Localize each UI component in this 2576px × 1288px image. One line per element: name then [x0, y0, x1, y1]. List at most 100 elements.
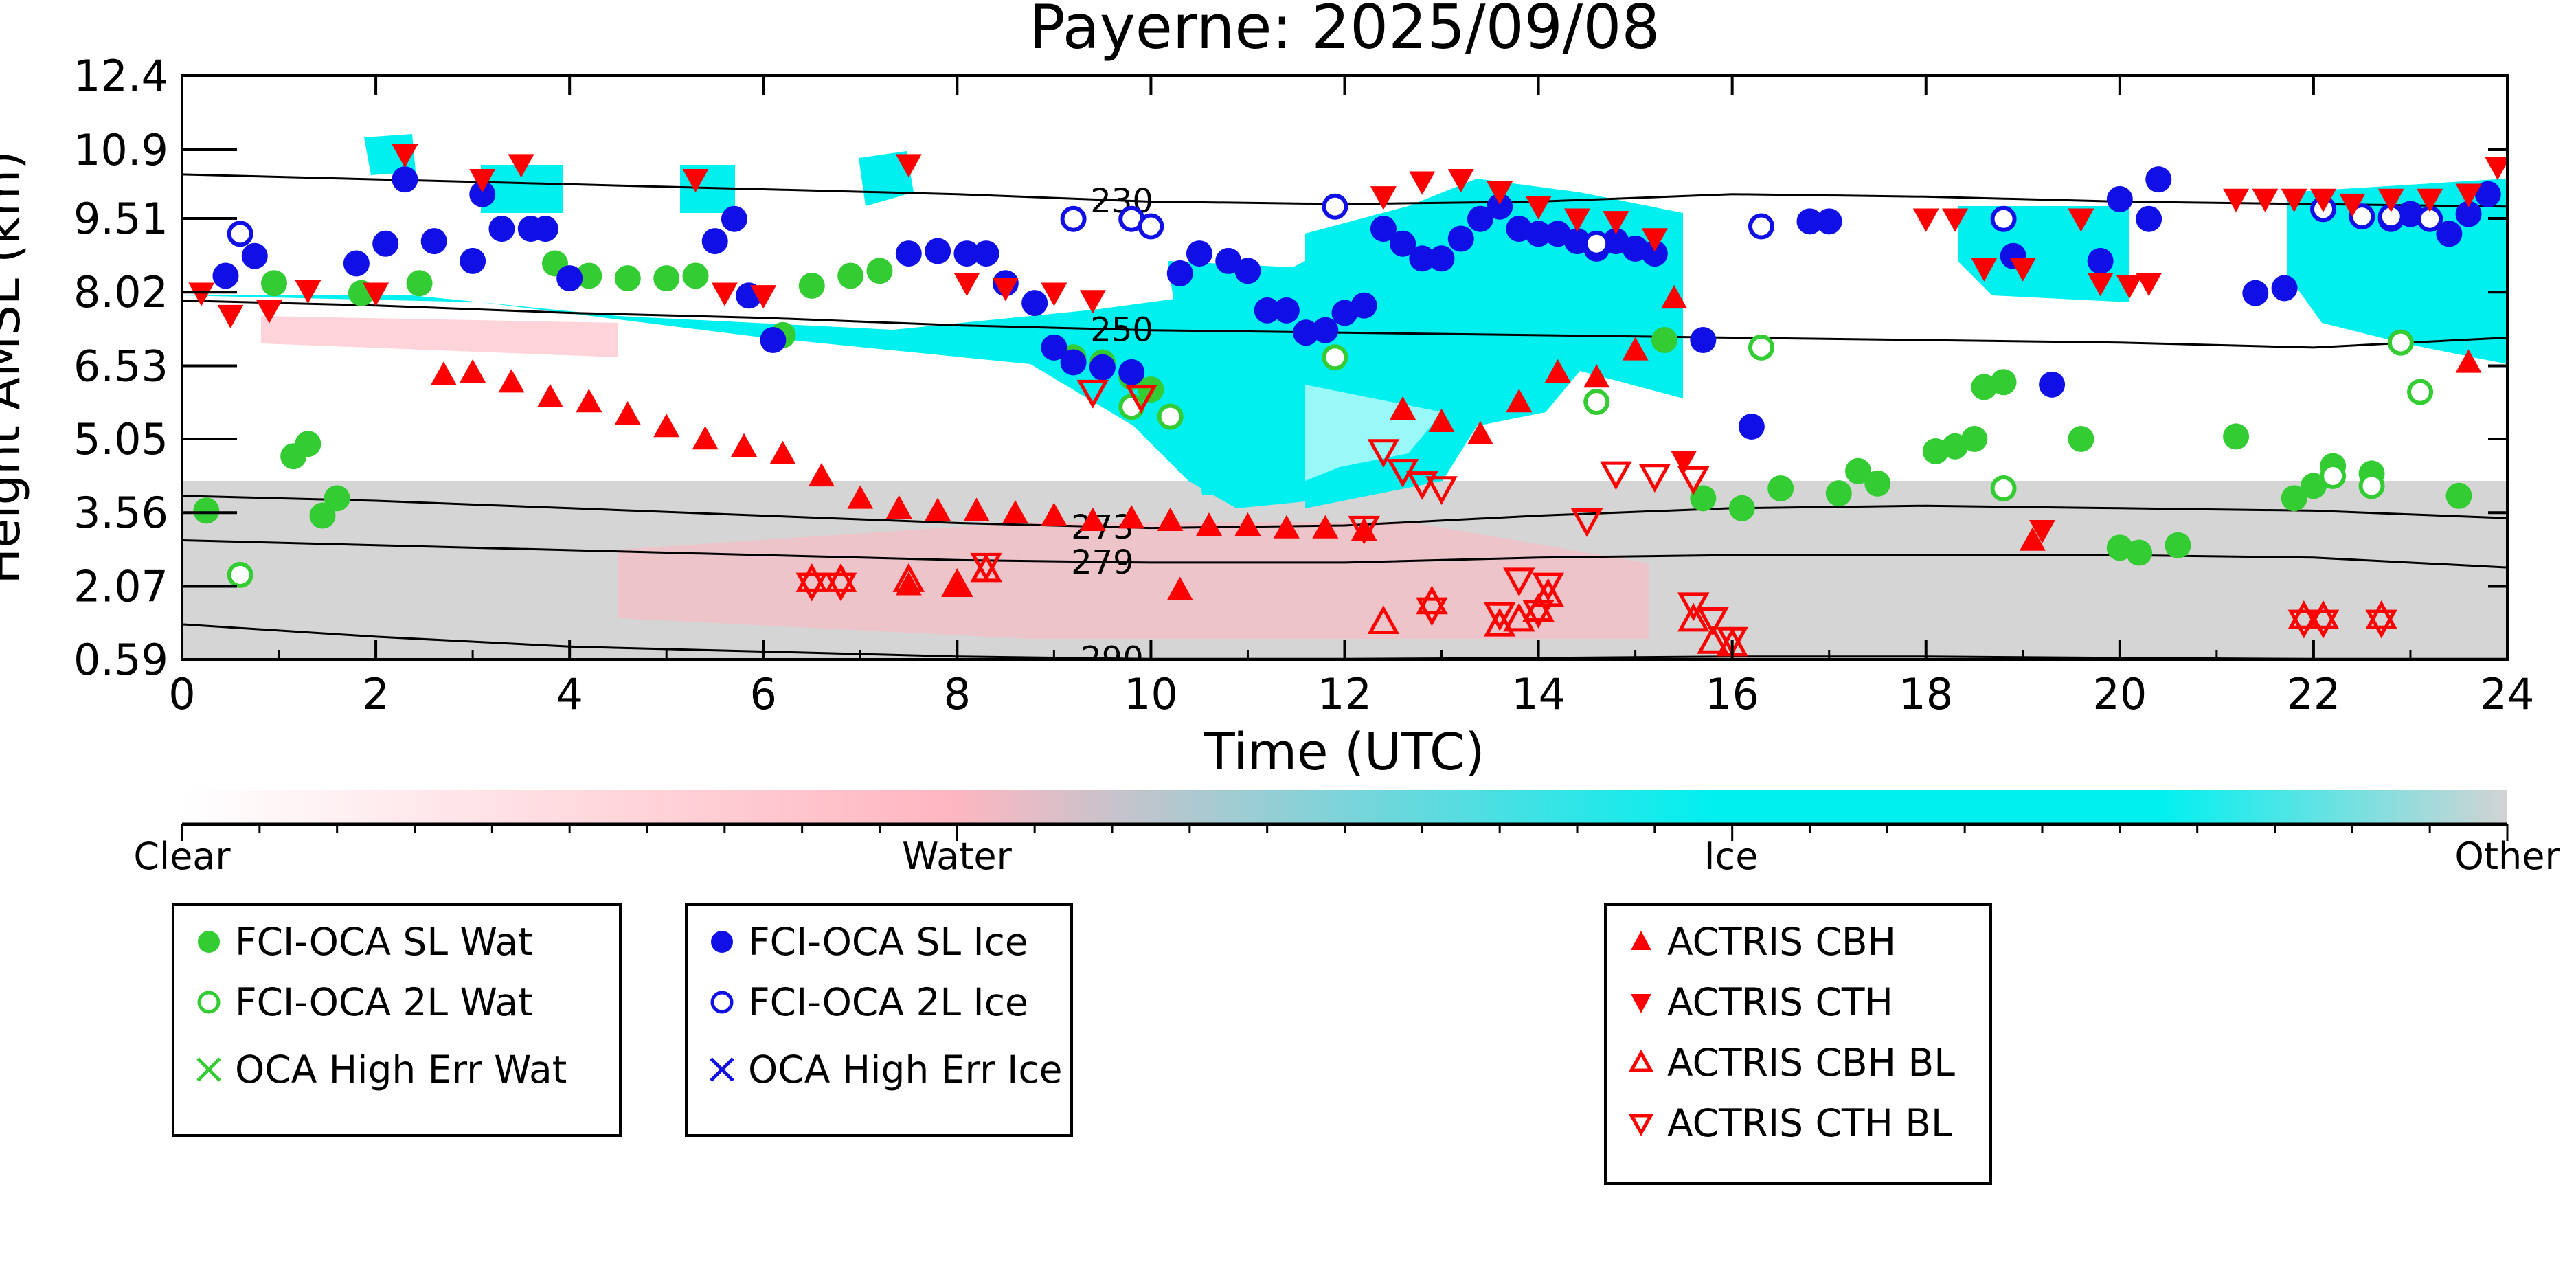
data-point [2009, 258, 2036, 282]
x-tick-label: 20 [2092, 669, 2147, 719]
legend-label: OCA High Err Ice [748, 1048, 1063, 1092]
temperature-contour-line [182, 300, 2507, 349]
data-point [2106, 185, 2133, 212]
data-point [2019, 527, 2046, 551]
data-point [2087, 247, 2114, 274]
data-point [795, 563, 828, 592]
data-point [1234, 258, 1261, 284]
data-point [392, 144, 418, 168]
data-point [1322, 344, 1348, 371]
legend-label: FCI-OCA 2L Wat [235, 980, 533, 1024]
contour-label: 250 [1090, 311, 1153, 350]
data-point [1254, 297, 1280, 324]
data-point [1990, 369, 2017, 396]
data-point [256, 300, 282, 324]
x-tick-label: 16 [1705, 669, 1759, 719]
data-point [576, 262, 602, 289]
data-point [795, 572, 828, 602]
data-point [532, 216, 558, 242]
data-point [1138, 213, 1164, 240]
data-point [488, 216, 515, 242]
data-point [1293, 319, 1320, 346]
data-point [217, 304, 244, 329]
data-point [2417, 188, 2443, 212]
data-point [2358, 473, 2385, 499]
y-tick-label: 12.4 [74, 51, 168, 101]
data-point [1428, 245, 1455, 272]
open-triangle-up-icon [1628, 1049, 1654, 1072]
data-point [1690, 327, 1717, 354]
data-point [212, 262, 239, 289]
data-point [1796, 208, 1823, 235]
data-point [1506, 389, 1533, 413]
data-point [1825, 480, 1852, 507]
x-axis-label: Time (UTC) [1203, 723, 1484, 782]
open-triangle-down-icon [1628, 1114, 1654, 1137]
x-tick-label: 6 [750, 669, 777, 719]
data-point [1447, 168, 1474, 193]
data-point [1348, 515, 1380, 545]
legend-label: ACTRIS CTH [1667, 980, 1893, 1024]
data-point [1060, 349, 1087, 376]
data-point [392, 166, 418, 193]
data-point [1312, 317, 1339, 343]
data-point [406, 270, 433, 297]
data-point [1738, 414, 1765, 440]
data-point [1728, 495, 1755, 521]
data-point [2136, 273, 2162, 297]
x-tick-label: 12 [1318, 669, 1372, 719]
legend-actris: ACTRIS CBH ACTRIS CTH ACTRIS CBH BL ACTR… [1604, 903, 1992, 1185]
data-point [824, 572, 857, 602]
ice-class-region [481, 165, 563, 213]
data-point [895, 240, 922, 267]
data-point [1525, 221, 1552, 247]
data-point [227, 221, 253, 247]
data-point [1166, 576, 1193, 600]
data-point [2223, 188, 2250, 212]
data-point [460, 247, 486, 274]
data-point [1641, 228, 1668, 252]
data-point [363, 282, 389, 306]
data-point [1671, 451, 1697, 475]
data-point [614, 265, 641, 292]
data-point [420, 228, 447, 255]
x-tick-label: 10 [1124, 669, 1178, 719]
data-point [925, 238, 951, 264]
data-point [1118, 359, 1145, 385]
data-point [1570, 508, 1603, 537]
legend-label: ACTRIS CTH BL [1667, 1101, 1952, 1145]
x-tick-label: 18 [1899, 669, 1953, 719]
data-point [1816, 208, 1842, 235]
data-point [1697, 624, 1729, 654]
data-point [1971, 258, 1998, 282]
data-point [324, 485, 350, 512]
colorbar-label-water: Water [902, 835, 1012, 878]
data-point [653, 414, 680, 438]
data-point [1409, 245, 1436, 272]
data-point [1522, 593, 1555, 622]
data-point [2271, 275, 2298, 302]
data-point [2252, 188, 2279, 212]
data-point [1600, 461, 1632, 490]
data-point [1677, 602, 1710, 632]
data-point [1002, 499, 1028, 524]
data-point [1351, 517, 1377, 541]
data-point [1864, 470, 1891, 497]
data-point [1583, 364, 1610, 388]
data-point [1021, 290, 1048, 317]
data-point [760, 327, 787, 354]
open-circle-icon [710, 991, 734, 1014]
data-point [2407, 379, 2434, 405]
data-point [460, 359, 486, 383]
data-point [1118, 505, 1145, 529]
data-point [1532, 572, 1564, 602]
data-point [1748, 334, 1774, 361]
data-point [970, 552, 1002, 582]
x-tick-label: 0 [168, 669, 195, 719]
y-tick-label: 9.51 [74, 194, 168, 244]
data-point [2281, 485, 2307, 512]
data-point [2165, 532, 2191, 558]
data-point [295, 280, 321, 304]
data-point [2387, 329, 2414, 356]
colorbar-label-clear: Clear [133, 835, 231, 878]
